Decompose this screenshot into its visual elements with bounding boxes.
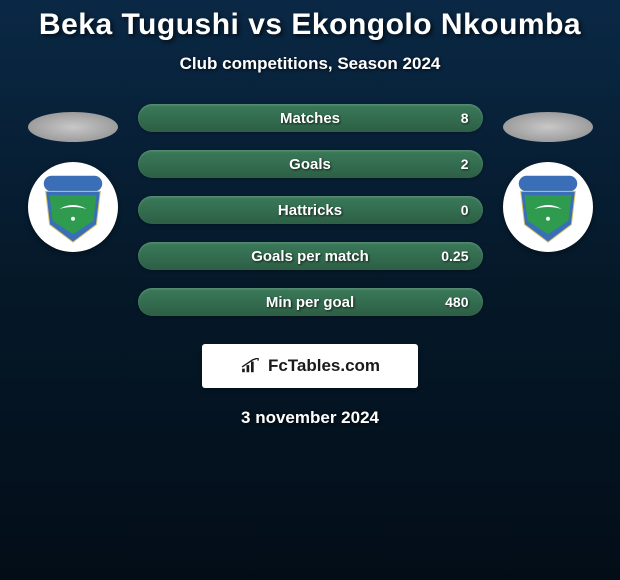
- player-right-avatar: [503, 112, 593, 142]
- page-title: Beka Tugushi vs Ekongolo Nkoumba: [0, 8, 620, 42]
- branding-box: FcTables.com: [202, 344, 418, 388]
- player-right-column: [503, 104, 593, 252]
- player-left-column: [28, 104, 118, 252]
- stat-label: Hattricks: [278, 202, 342, 219]
- stat-row-mpg: Min per goal 480: [138, 288, 483, 316]
- player-right-badge: [503, 162, 593, 252]
- stat-right-value: 0: [419, 202, 469, 218]
- stat-label: Goals per match: [251, 248, 369, 265]
- stat-row-hattricks: Hattricks 0: [138, 196, 483, 224]
- stat-label: Goals: [289, 156, 331, 173]
- stat-row-gpm: Goals per match 0.25: [138, 242, 483, 270]
- date-text: 3 november 2024: [0, 408, 620, 428]
- chart-icon: [240, 358, 262, 374]
- stat-right-value: 480: [419, 294, 469, 310]
- subtitle: Club competitions, Season 2024: [0, 54, 620, 74]
- stat-row-goals: Goals 2: [138, 150, 483, 178]
- player-left-badge: [28, 162, 118, 252]
- stats-area: Matches 8 Goals 2 Hattricks 0 Goals per …: [0, 104, 620, 316]
- stat-right-value: 0.25: [419, 248, 469, 264]
- branding-text: FcTables.com: [268, 356, 380, 376]
- stat-right-value: 2: [419, 156, 469, 172]
- player-left-avatar: [28, 112, 118, 142]
- stat-label: Matches: [280, 110, 340, 127]
- stat-right-value: 8: [419, 110, 469, 126]
- stats-rows: Matches 8 Goals 2 Hattricks 0 Goals per …: [138, 104, 483, 316]
- stat-label: Min per goal: [266, 294, 354, 311]
- stat-row-matches: Matches 8: [138, 104, 483, 132]
